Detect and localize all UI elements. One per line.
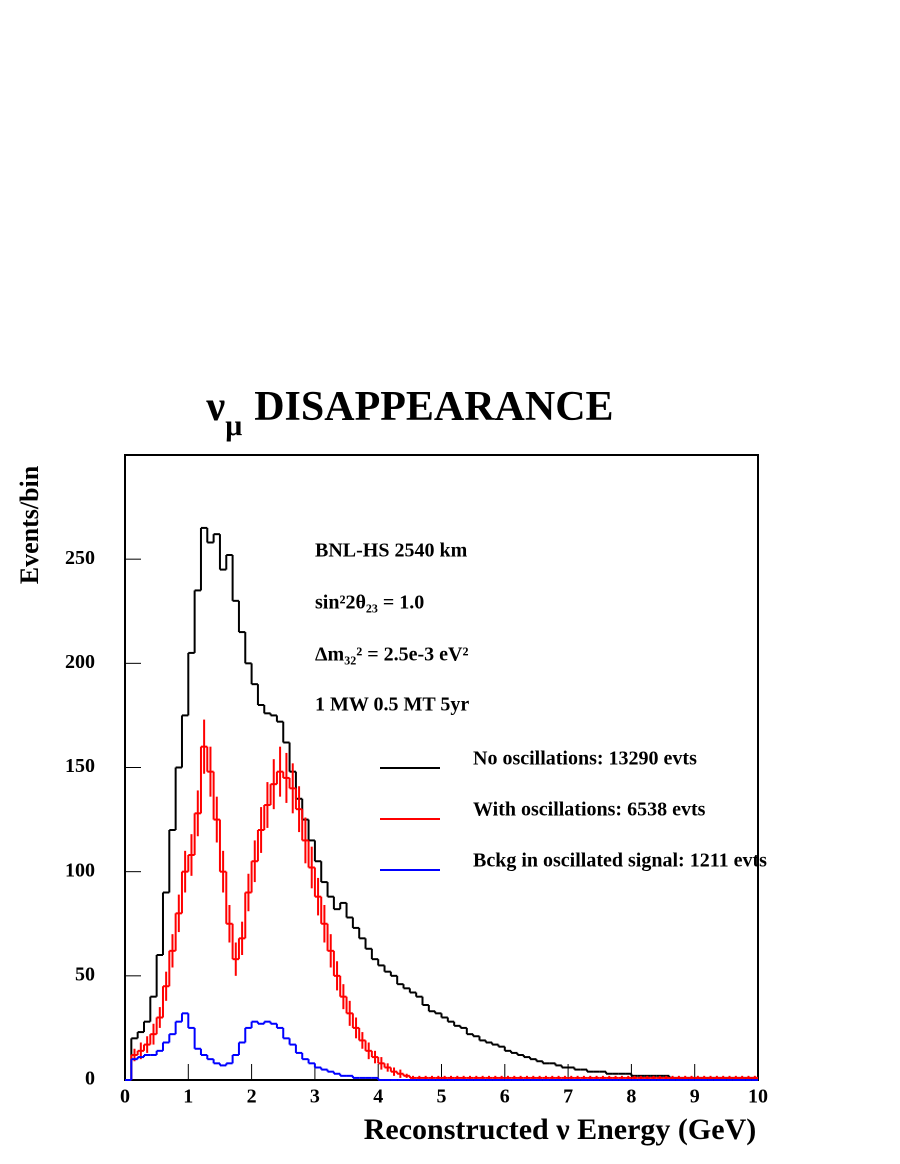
x-tick-label: 8 — [626, 1086, 636, 1108]
y-axis-label: Events/bin — [15, 465, 44, 584]
x-tick-label: 1 — [183, 1086, 193, 1108]
x-tick-label: 10 — [748, 1086, 768, 1108]
x-tick-label: 2 — [247, 1086, 257, 1108]
x-tick-label: 9 — [690, 1086, 700, 1108]
legend-label: Bckg in oscillated signal: 1211 evts — [473, 850, 767, 872]
y-tick-label: 0 — [85, 1068, 95, 1090]
y-tick-label: 100 — [65, 859, 95, 881]
annotation: sin²2θ₂₃ = 1.0 — [315, 592, 424, 614]
y-tick-label: 200 — [65, 651, 95, 673]
x-tick-label: 4 — [373, 1086, 383, 1108]
x-tick-label: 5 — [437, 1086, 447, 1108]
x-tick-label: 0 — [120, 1086, 130, 1108]
legend-label: With oscillations: 6538 evts — [473, 799, 706, 821]
y-tick-label: 50 — [75, 963, 95, 985]
y-tick-label: 250 — [65, 547, 95, 569]
x-axis-label: Reconstructed ν Energy (GeV) — [364, 1113, 756, 1146]
x-tick-label: 3 — [310, 1086, 320, 1108]
y-tick-label: 150 — [65, 755, 95, 777]
chart-title: νμ DISAPPEARANCE — [205, 384, 613, 442]
legend-label: No oscillations: 13290 evts — [473, 748, 697, 770]
x-tick-label: 6 — [500, 1086, 510, 1108]
title-symbol: ν — [205, 384, 225, 430]
title-text: DISAPPEARANCE — [254, 384, 613, 430]
annotation: BNL-HS 2540 km — [315, 540, 468, 562]
annotation: Δm₃₂² = 2.5e-3 eV² — [315, 644, 468, 666]
x-tick-label: 7 — [563, 1086, 573, 1108]
annotation: 1 MW 0.5 MT 5yr — [315, 694, 469, 716]
title-subscript: μ — [225, 409, 242, 442]
